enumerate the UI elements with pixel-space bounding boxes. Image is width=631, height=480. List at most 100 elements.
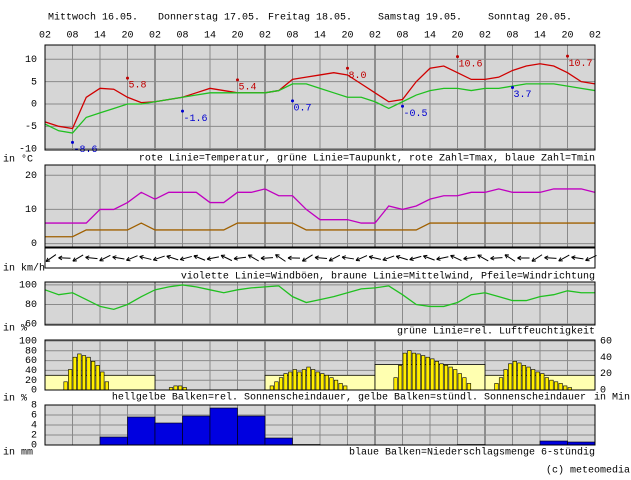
- wind-arrow-shaft: [382, 255, 395, 261]
- day-label: Mittwoch 16.05.: [48, 12, 138, 24]
- wind-arrow-head: [166, 254, 171, 257]
- wind-arrow-head: [260, 257, 265, 261]
- wind-arrow-head: [355, 256, 359, 261]
- hourly-sunshine-bar: [333, 379, 339, 391]
- wind-arrow-head: [463, 256, 468, 260]
- hourly-sunshine-bar: [393, 377, 398, 391]
- wind-arrow-head: [490, 257, 495, 261]
- y-tick-label: 20: [25, 376, 37, 387]
- tmax-label: 5.8: [129, 81, 147, 92]
- wind-arrow-shaft: [558, 254, 570, 262]
- hour-label: 14: [314, 31, 326, 42]
- hourly-sunshine-bar: [466, 383, 472, 391]
- wind-arrow-shaft: [314, 256, 328, 260]
- y-tick-label: 60: [25, 320, 37, 331]
- wind-arrow-head: [206, 256, 211, 260]
- wind-arrow-shaft: [409, 255, 422, 261]
- wind-arrow-head: [139, 256, 143, 260]
- hourly-sunshine-bar: [544, 377, 549, 391]
- hourly-sunshine-bar: [453, 369, 458, 391]
- y-tick-label: 8: [31, 401, 37, 412]
- y-tick-label: 4: [31, 421, 37, 432]
- hourly-sunshine-bar: [63, 381, 68, 391]
- wind-arrow-head: [450, 255, 454, 259]
- wind-arrow-head: [112, 256, 117, 260]
- wind-arrow-shaft: [531, 254, 543, 262]
- panel-caption: hellgelbe Balken=rel. Sonnenscheindauer,…: [112, 392, 586, 404]
- wind-arrow-head: [396, 254, 401, 257]
- hourly-sunshine-bar: [416, 353, 421, 391]
- wind-arrow-head: [58, 257, 63, 261]
- y-tick-label: -10: [19, 144, 37, 155]
- wind-arrow-shaft: [477, 254, 489, 262]
- panel-frame: [44, 404, 596, 446]
- wind-arrow-shaft: [355, 255, 368, 261]
- hourly-sunshine-bar: [292, 369, 297, 391]
- hour-label: 14: [534, 31, 546, 42]
- wind-arrow-shaft: [396, 255, 408, 261]
- tmax-dot: [456, 55, 459, 59]
- hourly-sunshine-bar: [86, 356, 91, 391]
- unit-right-label: in Min: [594, 392, 630, 404]
- wind-arrow-head: [206, 258, 212, 261]
- hour-label: 14: [204, 31, 216, 42]
- hourly-sunshine-bar: [508, 363, 513, 391]
- y-tick-label: 0: [31, 441, 37, 452]
- tmin-dot: [511, 85, 514, 89]
- hour-label: 20: [341, 31, 353, 42]
- wind-arrow-head: [382, 256, 386, 261]
- hourly-sunshine-bar: [411, 352, 417, 391]
- panel-frame: [44, 281, 596, 326]
- hour-label: 02: [149, 31, 161, 42]
- precip-bar: [99, 436, 128, 446]
- precip-bar: [154, 422, 183, 446]
- wind-arrow-head: [423, 254, 428, 257]
- wind-arrow-head: [287, 255, 292, 259]
- wind-arrow-head: [45, 257, 49, 262]
- data-line: [44, 83, 596, 134]
- tmax-label: 5.4: [239, 82, 257, 93]
- wind-arrow-shaft: [463, 256, 476, 260]
- y-tick-label: 20: [25, 171, 37, 182]
- precip-bar: [127, 416, 156, 446]
- tmax-dot: [236, 78, 239, 82]
- panel-caption: rote Linie=Temperatur, grüne Linie=Taupu…: [139, 153, 595, 165]
- y-tick-label: 2: [31, 431, 37, 442]
- wind-arrow-shaft: [369, 256, 381, 260]
- wind-arrow-head: [247, 254, 251, 259]
- y-tick-label: -5: [25, 122, 37, 133]
- wind-arrow-shaft: [450, 255, 462, 261]
- wind-arrow-head: [166, 255, 170, 260]
- tmin-dot: [71, 140, 74, 144]
- hourly-sunshine-bar: [402, 352, 407, 391]
- wind-arrow-head: [153, 259, 158, 262]
- hour-label: 20: [451, 31, 463, 42]
- hourly-sunshine-bar: [517, 362, 522, 391]
- day-label: Sonntag 20.05.: [488, 13, 572, 24]
- wind-arrow-shaft: [436, 256, 449, 260]
- wind-arrow-head: [85, 256, 90, 261]
- hourly-sunshine-bar: [100, 371, 105, 391]
- wind-arrow-head: [571, 256, 576, 260]
- y-tick-label: 0: [31, 100, 37, 111]
- wind-arrow-head: [126, 256, 130, 261]
- tmin-dot: [181, 109, 184, 113]
- precip-bar: [237, 415, 266, 446]
- wind-arrow-shaft: [544, 257, 557, 259]
- wind-arrow-shaft: [220, 254, 233, 262]
- wind-arrow-head: [585, 257, 589, 261]
- data-line: [44, 284, 595, 311]
- wind-arrow-head: [314, 255, 319, 258]
- precip-bar: [209, 407, 238, 446]
- y2-tick-label: 0: [600, 386, 606, 397]
- wind-arrow-head: [504, 254, 508, 259]
- precip-bar: [539, 440, 568, 446]
- y-tick-label: 6: [31, 411, 37, 422]
- unit-label: in mm: [3, 447, 33, 459]
- wind-arrow-head: [544, 257, 549, 261]
- tmin-label: 3.7: [514, 90, 532, 101]
- hourly-sunshine-bar: [68, 369, 73, 391]
- day-label: Freitag 18.05.: [268, 12, 352, 24]
- hourly-sunshine-bar: [398, 365, 403, 391]
- hour-label: 20: [121, 31, 133, 42]
